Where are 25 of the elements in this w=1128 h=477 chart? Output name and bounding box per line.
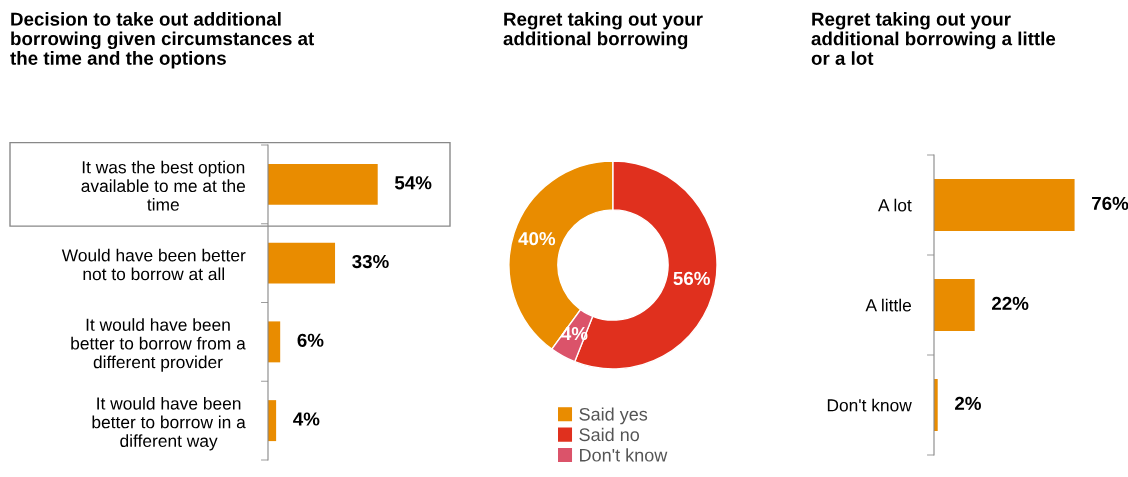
y-tick-label: It would have been better to borrow in a different way: [92, 396, 246, 451]
y-tick-label: It was the best option available to me at the time: [81, 160, 246, 211]
chart-title: Decision to take out additional borrowing given circumstances at the time and the options: [10, 12, 315, 69]
data-label: 4%: [293, 412, 320, 426]
y-tick-label: A lot: [878, 198, 912, 212]
y-tick-label: Would have been better not to borrow at all: [61, 248, 246, 281]
legend-label: Said yes: [579, 407, 648, 425]
legend-label: Don't know: [580, 448, 668, 462]
y-tick-label: It would have been better to borrow from a different provider: [71, 318, 246, 372]
data-label: 22%: [992, 296, 1029, 310]
data-label: 76%: [1092, 196, 1128, 211]
chart-title: Regret taking out your additional borrowing: [503, 12, 703, 50]
bar: [268, 321, 281, 363]
data-label: 2%: [955, 396, 981, 410]
data-label: 54%: [394, 176, 432, 190]
data-label: 56%: [673, 271, 710, 286]
data-label: 33%: [352, 254, 389, 269]
bar: [268, 242, 336, 284]
legend-label: Said no: [579, 427, 640, 442]
chart-title: Regret taking out your additional borrowing a little or a lot: [811, 12, 1056, 65]
data-label: 40%: [518, 232, 556, 246]
y-tick-label: Don't know: [827, 398, 912, 412]
y-tick-label: A little: [865, 298, 912, 312]
bar: [268, 163, 378, 205]
data-label: 6%: [297, 333, 324, 347]
